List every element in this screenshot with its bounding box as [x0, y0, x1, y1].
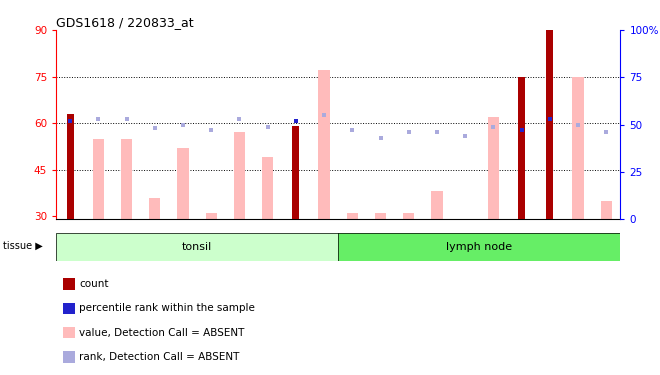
- Bar: [178, 148, 189, 219]
- Bar: [518, 76, 525, 219]
- Text: rank, Detection Call = ABSENT: rank, Detection Call = ABSENT: [79, 352, 240, 362]
- Text: tissue ▶: tissue ▶: [3, 241, 43, 250]
- Bar: [546, 30, 553, 219]
- Bar: [601, 201, 612, 219]
- Bar: [319, 70, 330, 219]
- Bar: [338, 232, 620, 261]
- Bar: [488, 117, 499, 219]
- Bar: [234, 132, 245, 219]
- Bar: [403, 213, 414, 219]
- Text: count: count: [79, 279, 109, 289]
- Bar: [149, 198, 160, 219]
- Bar: [459, 219, 471, 222]
- Bar: [93, 139, 104, 219]
- Text: percentile rank within the sample: percentile rank within the sample: [79, 303, 255, 313]
- Bar: [56, 232, 338, 261]
- Text: value, Detection Call = ABSENT: value, Detection Call = ABSENT: [79, 328, 245, 338]
- Bar: [346, 213, 358, 219]
- Text: tonsil: tonsil: [182, 242, 213, 252]
- Bar: [67, 114, 74, 219]
- Bar: [262, 157, 273, 219]
- Bar: [206, 213, 217, 219]
- Bar: [121, 139, 132, 219]
- Bar: [572, 76, 583, 219]
- Text: lymph node: lymph node: [446, 242, 512, 252]
- Bar: [292, 126, 300, 219]
- Text: GDS1618 / 220833_at: GDS1618 / 220833_at: [56, 16, 194, 29]
- Bar: [375, 213, 386, 219]
- Bar: [432, 191, 443, 219]
